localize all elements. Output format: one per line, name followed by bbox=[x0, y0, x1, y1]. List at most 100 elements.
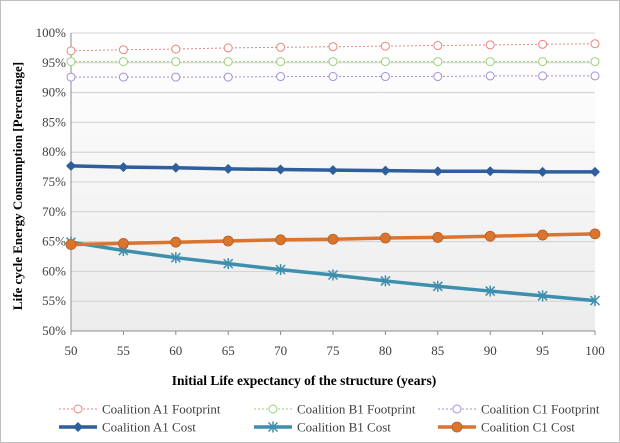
data-point-series-5 bbox=[537, 290, 548, 302]
y-tick-label: 100% bbox=[36, 25, 67, 40]
data-point-series-2 bbox=[171, 57, 181, 67]
data-point-series-5 bbox=[275, 264, 286, 276]
x-tick-label: 50 bbox=[65, 343, 78, 358]
x-tick-labels: 50 55 60 65 70 75 80 85 90 95 100 bbox=[65, 343, 605, 358]
data-point-series-1 bbox=[433, 41, 443, 51]
y-tick-label: 55% bbox=[42, 293, 66, 308]
y-tick-labels: 50% 55% 60% 65% 70% 75% 80% 85% 90% 95% 100% bbox=[36, 25, 67, 338]
y-tick-label: 75% bbox=[42, 174, 66, 189]
legend-marker bbox=[73, 422, 83, 432]
data-point-series-5 bbox=[485, 285, 496, 297]
data-point-series-2 bbox=[118, 57, 128, 67]
legend-label: Coalition B1 Cost bbox=[297, 420, 391, 435]
data-point-series-5 bbox=[170, 252, 181, 264]
data-point-series-4 bbox=[170, 162, 181, 173]
y-tick-label: 95% bbox=[42, 55, 66, 70]
data-point-series-6 bbox=[379, 232, 391, 244]
legend-label: Coalition B1 Footprint bbox=[297, 402, 416, 417]
data-point-series-3 bbox=[66, 72, 76, 82]
data-point-series-4 bbox=[118, 162, 129, 173]
data-point-series-6 bbox=[484, 230, 496, 242]
legend-item-6: Coalition C1 Cost bbox=[438, 420, 575, 435]
series-markers bbox=[65, 39, 601, 307]
data-point-series-3 bbox=[433, 72, 443, 82]
data-point-series-3 bbox=[118, 72, 128, 82]
data-point-series-3 bbox=[276, 72, 286, 82]
data-point-series-5 bbox=[432, 280, 443, 292]
data-point-series-4 bbox=[328, 165, 338, 176]
data-point-series-2 bbox=[66, 57, 76, 67]
data-point-series-2 bbox=[223, 57, 233, 67]
data-point-series-4 bbox=[380, 165, 391, 176]
data-point-series-1 bbox=[171, 44, 181, 54]
legend-item-1: Coalition A1 Footprint bbox=[59, 402, 221, 417]
data-point-series-3 bbox=[538, 71, 548, 81]
data-point-series-3 bbox=[171, 72, 181, 82]
x-tick-label: 60 bbox=[169, 343, 182, 358]
data-point-series-3 bbox=[380, 72, 390, 82]
data-point-series-2 bbox=[380, 57, 390, 67]
data-point-series-2 bbox=[590, 57, 600, 67]
data-point-series-4 bbox=[485, 166, 496, 177]
data-point-series-3 bbox=[328, 72, 338, 82]
y-tick-label: 85% bbox=[42, 114, 66, 129]
legend-item-3: Coalition C1 Footprint bbox=[438, 402, 600, 417]
data-point-series-1 bbox=[485, 40, 495, 50]
data-point-series-1 bbox=[328, 42, 338, 52]
data-point-series-4 bbox=[590, 166, 600, 177]
y-axis-title: Life cycle Energy Consumption [Percentag… bbox=[10, 62, 25, 310]
data-point-series-4 bbox=[66, 160, 76, 171]
data-point-series-6 bbox=[589, 228, 601, 240]
data-point-series-6 bbox=[65, 239, 77, 250]
data-point-series-2 bbox=[538, 57, 548, 67]
legend-label: Coalition A1 Cost bbox=[102, 420, 196, 435]
data-point-series-1 bbox=[66, 46, 76, 56]
x-tick-label: 95 bbox=[536, 343, 549, 358]
x-tick-label: 75 bbox=[327, 343, 340, 358]
data-point-series-2 bbox=[485, 57, 495, 67]
data-point-series-6 bbox=[118, 237, 129, 249]
x-tick-label: 85 bbox=[431, 343, 444, 358]
data-point-series-3 bbox=[590, 71, 600, 81]
data-point-series-6 bbox=[537, 229, 548, 241]
data-point-series-2 bbox=[276, 57, 286, 67]
data-point-series-4 bbox=[275, 164, 286, 175]
legend-label: Coalition C1 Cost bbox=[481, 420, 575, 435]
data-point-series-1 bbox=[538, 39, 548, 49]
data-point-series-5 bbox=[380, 275, 391, 287]
data-point-series-2 bbox=[433, 57, 443, 67]
legend-label: Coalition C1 Footprint bbox=[481, 402, 600, 417]
data-point-series-5 bbox=[589, 295, 601, 307]
data-point-series-6 bbox=[432, 232, 444, 243]
legend-marker bbox=[73, 404, 83, 414]
x-axis-title: Initial Life expectancy of the structure… bbox=[172, 373, 436, 388]
data-point-series-5 bbox=[223, 258, 234, 270]
y-tick-label: 65% bbox=[42, 234, 66, 249]
y-tick-label: 50% bbox=[42, 323, 66, 338]
y-tick-label: 90% bbox=[42, 85, 66, 100]
data-point-series-6 bbox=[275, 234, 287, 246]
x-tick-label: 100 bbox=[585, 343, 605, 358]
y-tick-label: 60% bbox=[42, 263, 66, 278]
data-point-series-1 bbox=[590, 39, 600, 49]
y-tick-label: 70% bbox=[42, 204, 66, 219]
legend-item-2: Coalition B1 Footprint bbox=[254, 402, 416, 417]
data-point-series-2 bbox=[328, 57, 338, 67]
data-point-series-1 bbox=[118, 45, 128, 55]
legend-marker bbox=[267, 421, 279, 433]
data-point-series-6 bbox=[222, 235, 234, 247]
data-point-series-4 bbox=[432, 166, 443, 177]
data-point-series-4 bbox=[537, 166, 548, 177]
legend-label: Coalition A1 Footprint bbox=[102, 402, 221, 417]
x-tick-label: 90 bbox=[484, 343, 497, 358]
data-point-series-3 bbox=[223, 72, 233, 82]
legend-marker bbox=[452, 404, 462, 414]
data-point-series-5 bbox=[327, 269, 339, 281]
data-point-series-1 bbox=[380, 41, 390, 51]
data-point-series-6 bbox=[170, 236, 182, 248]
y-tick-label: 80% bbox=[42, 144, 66, 159]
legend-marker bbox=[268, 404, 278, 414]
legend-item-5: Coalition B1 Cost bbox=[254, 420, 391, 435]
